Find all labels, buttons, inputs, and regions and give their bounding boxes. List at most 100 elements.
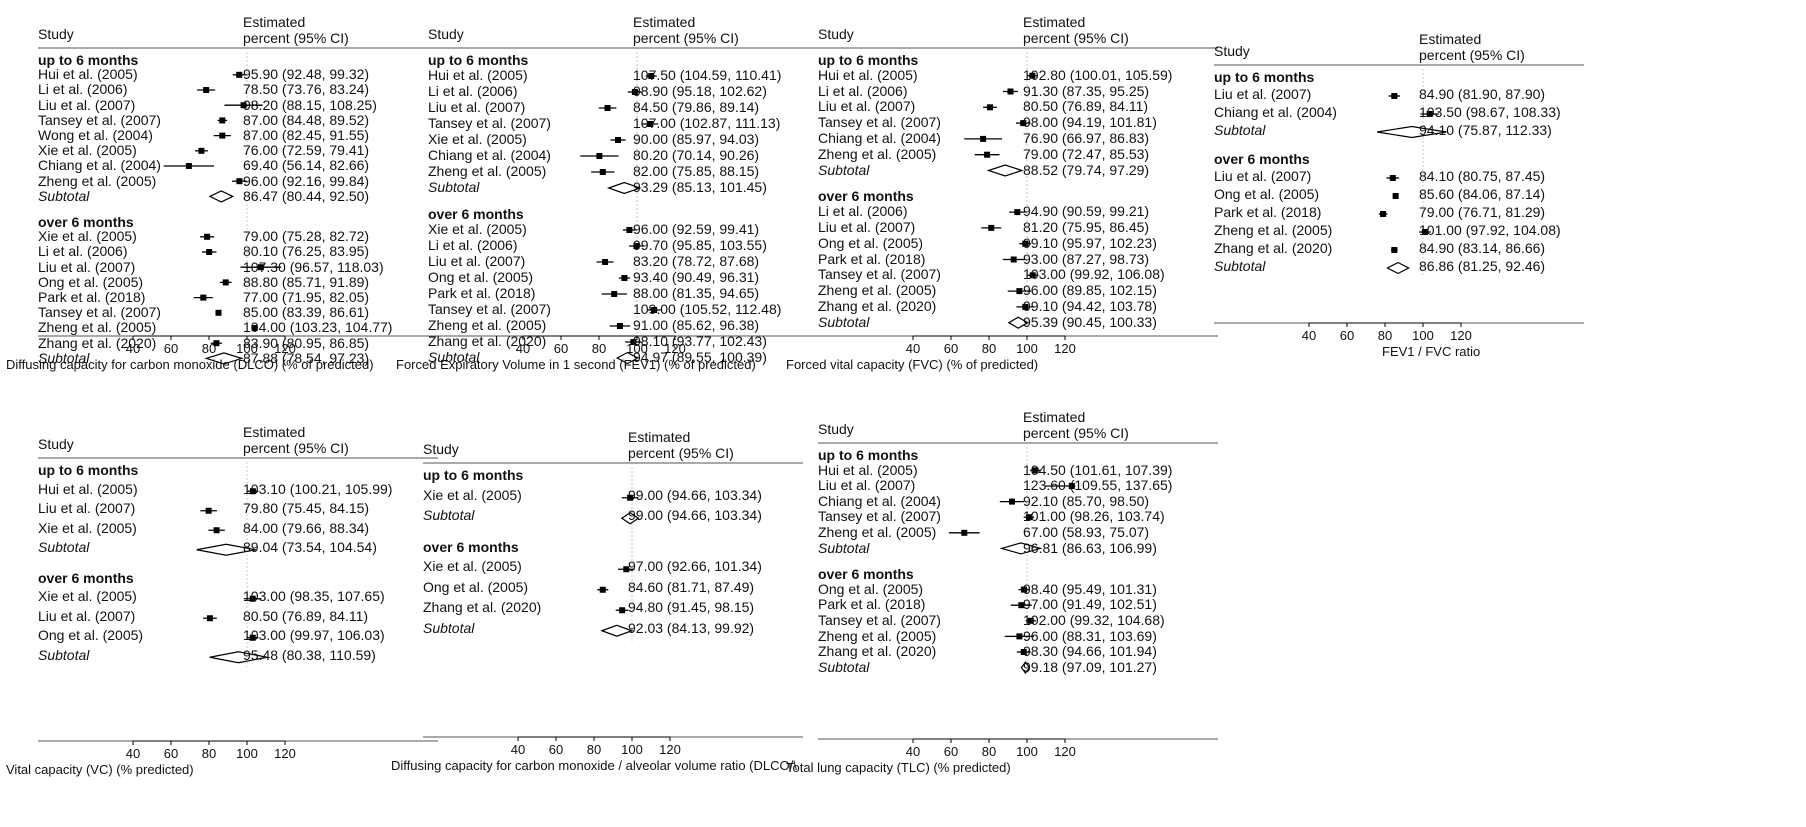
point-estimate-square xyxy=(236,71,243,78)
x-tick-label: 120 xyxy=(274,746,296,761)
study-label: Zhang et al. (2020) xyxy=(423,599,542,615)
study-label: Chiang et al. (2004) xyxy=(1214,104,1337,120)
subtotal-label: Subtotal xyxy=(428,349,480,365)
study-column-header: Study xyxy=(1214,43,1250,59)
study-estimate: 99.70 (95.85, 103.55) xyxy=(633,237,767,253)
subtotal-label: Subtotal xyxy=(1214,258,1266,274)
estimate-column-header: Estimated xyxy=(1419,31,1482,47)
subtotal-label: Subtotal xyxy=(818,161,870,178)
study-label: Li et al. (2006) xyxy=(38,81,128,98)
point-estimate-square xyxy=(621,275,628,281)
study-estimate: 76.00 (72.59, 79.41) xyxy=(243,142,370,159)
study-estimate: 87.00 (82.45, 91.55) xyxy=(243,127,370,143)
study-column-header: Study xyxy=(818,26,854,42)
study-label: Ong et al. (2005) xyxy=(38,627,144,643)
point-estimate-square xyxy=(1027,617,1034,624)
subtotal-label: Subtotal xyxy=(818,539,870,556)
study-label: Tansey et al. (2007) xyxy=(818,114,941,131)
x-tick-label: 60 xyxy=(549,742,563,757)
study-label: Liu et al. (2007) xyxy=(38,607,136,624)
x-tick-label: 120 xyxy=(664,341,686,356)
forest-plot-svg: 40 60 80 100 120 xyxy=(38,47,430,366)
point-estimate-square xyxy=(1022,303,1029,310)
study-estimate: 99.10 (94.42, 103.78) xyxy=(1023,298,1157,314)
forest-plot-svg: 40 60 80 100 120 xyxy=(38,457,438,761)
study-column-header: Study xyxy=(38,26,74,42)
point-estimate-square xyxy=(213,527,220,534)
study-label: Hui et al. (2005) xyxy=(38,66,138,83)
study-estimate: 79.80 (75.45, 84.15) xyxy=(243,500,370,516)
subtotal-diamond xyxy=(620,512,640,525)
x-tick-label: 100 xyxy=(621,742,643,757)
subtotal-diamond xyxy=(1020,661,1031,675)
study-estimate: 87.00 (84.48, 89.52) xyxy=(243,111,370,128)
study-label: Park et al. (2018) xyxy=(1214,204,1322,220)
point-estimate-square xyxy=(988,224,995,231)
study-estimate: 76.90 (66.97, 86.83) xyxy=(1023,130,1150,146)
study-estimate: 84.10 (80.75, 87.45) xyxy=(1419,168,1546,184)
subtotal-estimate: 95.39 (90.45, 100.33) xyxy=(1023,313,1157,330)
point-estimate-square xyxy=(1014,209,1021,216)
study-estimate: 107.30 (96.57, 118.03) xyxy=(243,258,384,275)
point-estimate-square xyxy=(1025,514,1032,521)
study-estimate: 93.40 (90.49, 96.31) xyxy=(633,269,760,285)
subtotal-label: Subtotal xyxy=(38,349,90,366)
subtotal-label: Subtotal xyxy=(423,507,475,523)
point-estimate-square xyxy=(623,566,630,573)
point-estimate-square xyxy=(1020,120,1027,127)
point-estimate-square xyxy=(1008,498,1015,505)
study-estimate: 79.00 (72.47, 85.53) xyxy=(1023,145,1150,162)
study-estimate: 67.00 (58.93, 75.07) xyxy=(1023,524,1150,540)
study-label: Tansey et al. (2007) xyxy=(428,301,551,317)
subtotal-label: Subtotal xyxy=(1214,122,1266,138)
point-estimate-square xyxy=(648,73,655,79)
study-label: Hui et al. (2005) xyxy=(818,461,918,478)
study-estimate: 99.00 (94.66, 103.34) xyxy=(628,486,762,503)
estimate-column-header-ci: percent (95% CI) xyxy=(1023,425,1129,441)
subtotal-estimate: 93.29 (85.13, 101.45) xyxy=(633,179,767,195)
estimate-column-header: Estimated xyxy=(243,424,306,440)
point-estimate-square xyxy=(631,89,638,95)
subtotal-diamond xyxy=(1386,261,1410,275)
point-estimate-square xyxy=(619,607,626,614)
study-estimate: 103.50 (98.67, 108.33) xyxy=(1419,104,1561,120)
study-estimate: 96.00 (88.31, 103.69) xyxy=(1023,627,1157,644)
subtotal-estimate: 99.00 (94.66, 103.34) xyxy=(628,507,762,523)
forest-panel: 40 60 80 100 120 Study Estimated percent (95% C… xyxy=(6,8,450,400)
study-label: Li et al. (2006) xyxy=(428,237,518,253)
study-column-header: Study xyxy=(38,436,74,452)
forest-plot-svg: 40 60 80 100 120 xyxy=(818,442,1218,759)
x-tick-label: 100 xyxy=(1016,744,1038,759)
point-estimate-square xyxy=(1020,649,1027,655)
subtotal-label: Subtotal xyxy=(38,539,90,555)
point-estimate-square xyxy=(236,178,243,185)
subtotal-estimate: 92.03 (84.13, 99.92) xyxy=(628,619,755,636)
estimate-column-header-ci: percent (95% CI) xyxy=(243,30,349,46)
point-estimate-square xyxy=(961,529,968,536)
study-estimate: 80.50 (76.89, 84.11) xyxy=(243,607,369,624)
study-estimate: 79.00 (76.71, 81.29) xyxy=(1419,204,1546,220)
subtotal-label: Subtotal xyxy=(38,646,90,663)
x-tick-label: 40 xyxy=(511,742,525,757)
subgroup-heading: up to 6 months xyxy=(423,467,524,483)
study-estimate: 96.00 (89.85, 102.15) xyxy=(1023,282,1157,299)
subgroup-heading: over 6 months xyxy=(38,214,134,230)
subtotal-diamond xyxy=(600,624,634,637)
study-estimate: 84.60 (81.71, 87.49) xyxy=(628,578,755,595)
study-estimate: 77.00 (71.95, 82.05) xyxy=(243,289,370,305)
forest-plot-svg: 40 60 80 100 120 xyxy=(428,47,828,366)
point-estimate-square xyxy=(647,121,654,127)
study-label: Xie et al. (2005) xyxy=(38,228,137,245)
point-estimate-square xyxy=(1029,272,1036,279)
point-estimate-square xyxy=(1421,229,1428,235)
point-estimate-square xyxy=(602,259,609,265)
study-label: Liu et al. (2007) xyxy=(818,98,916,115)
point-estimate-square xyxy=(1068,483,1075,489)
forest-panel: 40 60 80 100 120 Study Estimated percent (95% C… xyxy=(6,418,458,826)
point-estimate-square xyxy=(215,309,222,316)
study-estimate: 91.30 (87.35, 95.25) xyxy=(1023,82,1150,99)
forest-plot-svg: 40 60 80 100 120 xyxy=(1214,64,1584,343)
subgroup-heading: over 6 months xyxy=(818,566,914,583)
subtotal-estimate: 94.10 (75.87, 112.33) xyxy=(1419,122,1552,138)
point-estimate-square xyxy=(1392,193,1399,199)
